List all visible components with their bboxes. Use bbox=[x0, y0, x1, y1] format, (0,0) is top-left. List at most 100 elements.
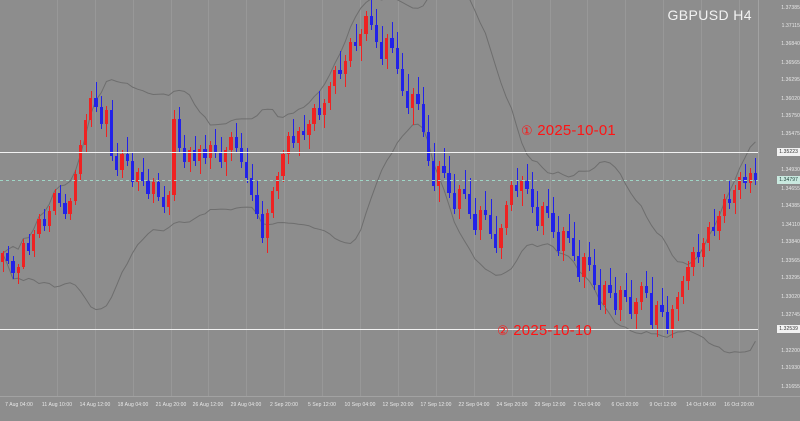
candle-body bbox=[426, 132, 430, 162]
candle-wick bbox=[662, 287, 663, 317]
vertical-gridline bbox=[322, 0, 323, 396]
candle-body bbox=[696, 252, 700, 258]
candle-body bbox=[135, 171, 140, 183]
date-axis-tick: 2 Sep 20:00 bbox=[269, 402, 299, 408]
candle-body bbox=[219, 153, 223, 163]
candle-body bbox=[639, 286, 643, 303]
price-axis-tick: 1.34930 bbox=[781, 167, 800, 174]
candle-body bbox=[468, 194, 472, 214]
candle-body bbox=[42, 219, 46, 226]
candle-wick bbox=[205, 134, 206, 164]
candle-body bbox=[104, 109, 109, 125]
date-axis[interactable]: 7 Aug 04:00 11 Aug 10:00 14 Aug 12:00 18 Au… bbox=[0, 396, 800, 421]
price-axis-tick: 1.32200 bbox=[781, 347, 800, 354]
vertical-gridline bbox=[398, 0, 399, 396]
candle-body bbox=[390, 38, 394, 48]
price-axis[interactable]: 1.37385 1.37115 1.36840 1.36565 1.36295 1.360… bbox=[758, 0, 800, 396]
candle-body bbox=[753, 172, 757, 180]
bollinger-upper bbox=[2, 0, 756, 266]
candle-body bbox=[78, 145, 83, 175]
candle-body bbox=[701, 242, 706, 258]
candle-body bbox=[239, 147, 244, 163]
candle-body bbox=[11, 261, 15, 274]
candle-body bbox=[535, 207, 539, 226]
annotation-1-marker: ① bbox=[521, 123, 533, 138]
candle-body bbox=[540, 205, 545, 226]
price-chart-plot-area[interactable] bbox=[0, 0, 758, 396]
candle-body bbox=[37, 219, 41, 234]
date-axis-tick: 21 Aug 20:00 bbox=[155, 402, 187, 408]
candle-body bbox=[582, 257, 586, 278]
candle-body bbox=[598, 285, 602, 305]
current-price-teal bbox=[0, 180, 758, 181]
annotation-1: ① 2025-10-01 bbox=[521, 122, 616, 139]
bollinger-lower bbox=[2, 123, 756, 354]
vertical-gridline bbox=[208, 0, 209, 396]
date-axis-tick: 17 Sep 12:00 bbox=[420, 402, 452, 408]
candle-wick bbox=[18, 264, 19, 284]
candle-body bbox=[229, 137, 233, 151]
candle-body bbox=[255, 195, 259, 214]
vertical-gridline bbox=[436, 0, 437, 396]
candle-body bbox=[437, 166, 441, 187]
candle-body bbox=[203, 149, 207, 159]
candle-body bbox=[276, 175, 280, 192]
candle-body bbox=[431, 161, 436, 187]
candle-wick bbox=[626, 273, 627, 303]
candle-body bbox=[504, 204, 508, 229]
candle-wick bbox=[371, 0, 372, 31]
date-axis-tick: 2 Oct 04:00 bbox=[573, 402, 601, 408]
date-axis-tick: 29 Aug 04:00 bbox=[230, 402, 262, 408]
date-axis-tick: 5 Sep 12:00 bbox=[307, 402, 337, 408]
candle-body bbox=[141, 171, 145, 181]
candle-wick bbox=[569, 213, 570, 243]
vertical-gridline bbox=[284, 0, 285, 396]
candle-body bbox=[707, 227, 711, 243]
candle-wick bbox=[418, 76, 419, 110]
price-axis-tick: 1.33840 bbox=[781, 239, 800, 246]
candle-body bbox=[328, 85, 332, 103]
price-axis-tick: 1.32745 bbox=[781, 311, 800, 318]
candle-wick bbox=[340, 51, 341, 80]
candle-body bbox=[748, 172, 752, 184]
candle-body bbox=[161, 196, 166, 208]
candle-body bbox=[208, 145, 212, 159]
candle-body bbox=[738, 176, 742, 191]
candle-body bbox=[629, 297, 633, 315]
candle-body bbox=[463, 188, 467, 195]
date-axis-tick: 29 Sep 12:00 bbox=[534, 402, 566, 408]
candle-body bbox=[655, 304, 659, 325]
candle-wick bbox=[304, 114, 305, 140]
candle-body bbox=[374, 25, 378, 43]
candle-body bbox=[691, 252, 695, 267]
candle-wick bbox=[485, 191, 486, 221]
candle-body bbox=[172, 118, 176, 196]
vertical-gridline bbox=[474, 0, 475, 396]
date-axis-tick: 7 Aug 04:00 bbox=[5, 402, 33, 408]
candle-body bbox=[733, 190, 737, 204]
candle-body bbox=[63, 203, 67, 214]
vertical-gridline bbox=[625, 0, 626, 396]
candle-body bbox=[634, 302, 638, 315]
candle-wick bbox=[444, 147, 445, 179]
candle-body bbox=[447, 172, 451, 193]
candle-body bbox=[89, 97, 93, 121]
candle-body bbox=[312, 108, 316, 125]
candle-body bbox=[234, 137, 238, 148]
candle-wick bbox=[698, 233, 699, 263]
candle-body bbox=[473, 213, 477, 230]
candle-body bbox=[561, 231, 565, 251]
candle-body bbox=[400, 68, 404, 92]
candle-body bbox=[722, 199, 726, 217]
candle-wick bbox=[215, 129, 216, 159]
annotation-1-label: 2025-10-01 bbox=[537, 122, 616, 139]
candle-body bbox=[307, 124, 311, 135]
candle-body bbox=[0, 253, 5, 263]
candle-body bbox=[551, 212, 555, 233]
annotation-2-label: 2025-10-10 bbox=[513, 322, 592, 339]
candle-wick bbox=[356, 23, 357, 52]
candle-body bbox=[478, 209, 482, 230]
price-axis-tick: 1.34110 bbox=[781, 221, 800, 228]
candle-body bbox=[151, 182, 155, 195]
